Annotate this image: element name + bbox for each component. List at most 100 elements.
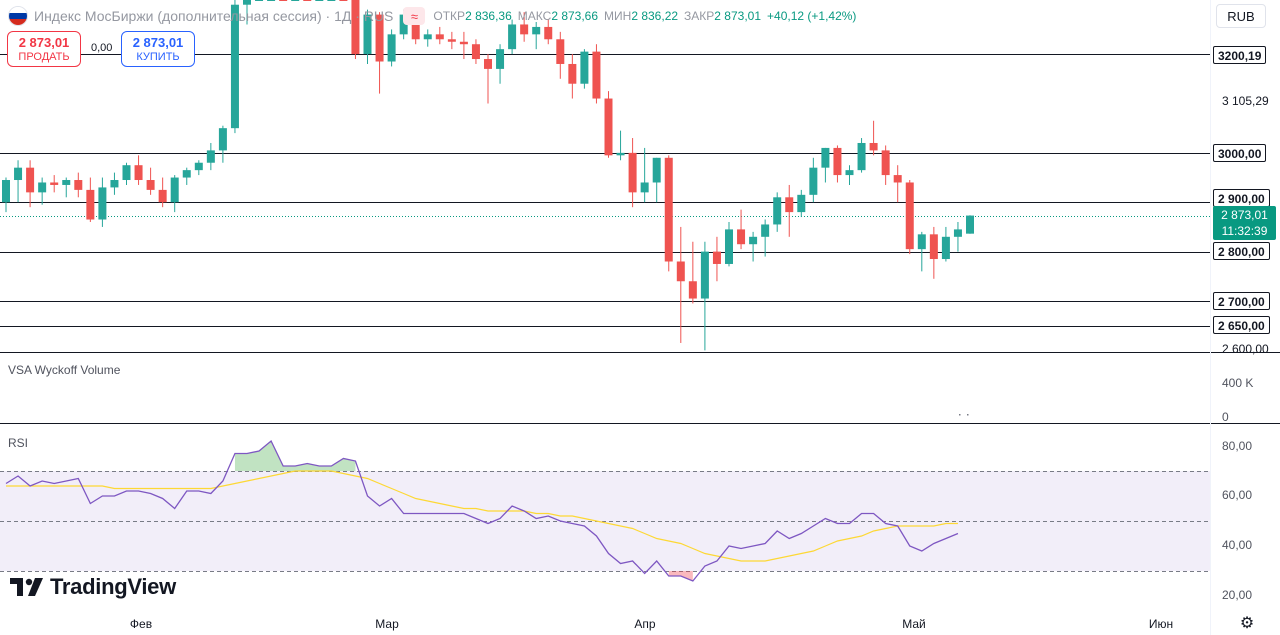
candle-body xyxy=(134,165,143,181)
rsi-line xyxy=(5,439,959,582)
tradingview-logo[interactable]: TradingView xyxy=(10,574,176,599)
russia-flag-icon xyxy=(8,6,28,26)
candle-body xyxy=(520,24,529,35)
close-label: ЗАКР xyxy=(684,9,715,23)
candle-body xyxy=(688,281,697,299)
sell-price: 2 873,01 xyxy=(18,34,70,50)
level-label[interactable]: 2 650,00 xyxy=(1213,316,1270,334)
volume-tick: 400 K xyxy=(1222,376,1254,390)
price-tick: 2 600,00 xyxy=(1222,342,1269,356)
symbol-header: Индекс МосБиржи (дополнительная сессия) … xyxy=(8,6,862,26)
candle-body xyxy=(315,0,324,1)
candle-body xyxy=(146,180,155,190)
candle-body xyxy=(182,170,191,178)
currency-button[interactable]: RUB xyxy=(1216,4,1266,28)
symbol-title[interactable]: Индекс МосБиржи (дополнительная сессия) … xyxy=(34,8,394,24)
candle-body xyxy=(230,4,239,129)
level-label[interactable]: 2 800,00 xyxy=(1213,242,1270,260)
level-label[interactable]: 2 900,00 xyxy=(1213,189,1270,207)
candle-body xyxy=(206,150,215,163)
candle-body xyxy=(339,0,348,1)
candle-body xyxy=(664,157,673,262)
level-label[interactable]: 3000,00 xyxy=(1213,144,1267,162)
candle-body xyxy=(929,234,938,260)
open-value: 2 836,36 xyxy=(465,9,512,23)
time-label: Апр xyxy=(634,617,656,631)
candle-body xyxy=(122,165,131,181)
sell-button[interactable]: 2 873,01 ПРОДАТЬ xyxy=(7,31,81,67)
candle-body xyxy=(363,14,372,55)
high-label: МАКС xyxy=(517,9,552,23)
candle-body xyxy=(797,194,806,213)
candle-body xyxy=(568,63,577,84)
candle-body xyxy=(2,180,10,203)
candle-body xyxy=(749,236,758,245)
candle-body xyxy=(62,180,71,185)
change-value: +40,12 (+1,42%) xyxy=(767,9,857,23)
candle-body xyxy=(785,197,794,213)
candle-body xyxy=(966,215,974,234)
level-label[interactable]: 2 700,00 xyxy=(1213,292,1270,310)
open-label: ОТКР xyxy=(433,9,466,23)
candle-body xyxy=(411,14,420,40)
candle-body xyxy=(255,0,264,1)
candle-body xyxy=(544,26,553,40)
candle-body xyxy=(50,182,59,185)
rsi-overbought-fill xyxy=(234,441,356,471)
rsi-tick: 80,00 xyxy=(1222,439,1253,453)
close-value: 2 873,01 xyxy=(714,9,762,23)
extended-session-icon[interactable]: ≈ xyxy=(403,7,426,25)
candle-body xyxy=(291,0,300,1)
volume-bar xyxy=(959,414,961,416)
time-label: Мар xyxy=(375,617,399,631)
candle-body xyxy=(592,51,601,99)
candle-body xyxy=(14,167,23,181)
candle-body xyxy=(809,167,818,195)
candle-body xyxy=(194,162,203,171)
candle-body xyxy=(773,197,782,225)
sell-label: ПРОДАТЬ xyxy=(18,50,70,63)
candle-body xyxy=(604,98,613,156)
candle-body xyxy=(712,251,721,264)
rsi-tick: 60,00 xyxy=(1222,488,1253,502)
candle-body xyxy=(38,182,47,193)
candle-body xyxy=(243,0,251,5)
rsi-pane-title[interactable]: RSI xyxy=(8,436,29,450)
tradingview-logo-text: TradingView xyxy=(50,574,176,599)
candle-body xyxy=(267,0,276,1)
rsi-ma-line xyxy=(6,470,958,562)
candle-body xyxy=(435,34,444,40)
candle-body xyxy=(845,170,854,176)
candle-body xyxy=(170,177,179,203)
candle-body xyxy=(881,150,890,176)
bar-countdown: 11:32:39 xyxy=(1221,224,1268,238)
volume-bar xyxy=(967,414,969,416)
candle-body xyxy=(893,175,902,183)
candle-body xyxy=(98,187,107,220)
ohlc-values: ОТКР 2 836,36 МАКС 2 873,66 МИН 2 836,22 ЗА… xyxy=(433,9,862,23)
gear-icon[interactable]: ⚙ xyxy=(1239,615,1255,632)
level-label[interactable]: 3200,19 xyxy=(1213,46,1267,64)
buy-button[interactable]: 2 873,01 КУПИТЬ xyxy=(121,31,195,67)
candle-body xyxy=(737,229,746,245)
candle-body xyxy=(652,157,661,183)
candle-body xyxy=(158,189,167,203)
candle-body xyxy=(218,128,227,151)
spread-value: 0,00 xyxy=(91,42,113,54)
candle-body xyxy=(905,182,914,250)
volume-pane-title[interactable]: VSA Wyckoff Volume xyxy=(8,363,121,377)
candle-body xyxy=(399,14,408,35)
low-label: МИН xyxy=(604,9,632,23)
time-label: Фев xyxy=(129,617,153,631)
high-value: 2 873,66 xyxy=(551,9,599,23)
candle-body xyxy=(110,180,119,188)
rsi-tick: 20,00 xyxy=(1222,588,1253,602)
candle-body xyxy=(508,24,517,50)
candle-body xyxy=(327,0,336,1)
candle-body xyxy=(821,147,830,168)
candle-body xyxy=(496,49,505,69)
low-value: 2 836,22 xyxy=(631,9,679,23)
candle-body xyxy=(447,39,456,42)
candle-body xyxy=(833,147,842,176)
